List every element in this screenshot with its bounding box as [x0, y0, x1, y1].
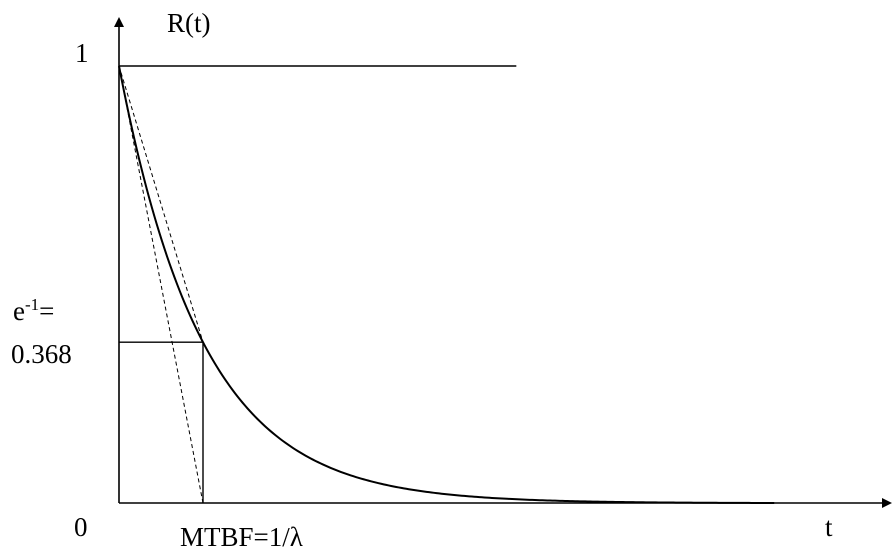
plot-area [114, 17, 892, 508]
e-inverse-label: e-1= [13, 295, 55, 326]
e-label-suffix: = [39, 296, 55, 326]
reliability-curve [118, 65, 775, 504]
origin-label: 0 [74, 512, 88, 542]
y-tick-label-1: 1 [75, 38, 89, 68]
e-value-label: 0.368 [11, 339, 72, 369]
e-label-exponent: -1 [24, 295, 40, 314]
y-axis-label: R(t) [167, 8, 211, 38]
e-label-base: e [13, 296, 25, 326]
tangent-dashed-line [118, 65, 204, 504]
mtbf-label: MTBF=1/λ [180, 522, 303, 552]
x-axis-label: t [825, 512, 833, 542]
chord-dashed-line [118, 65, 204, 343]
